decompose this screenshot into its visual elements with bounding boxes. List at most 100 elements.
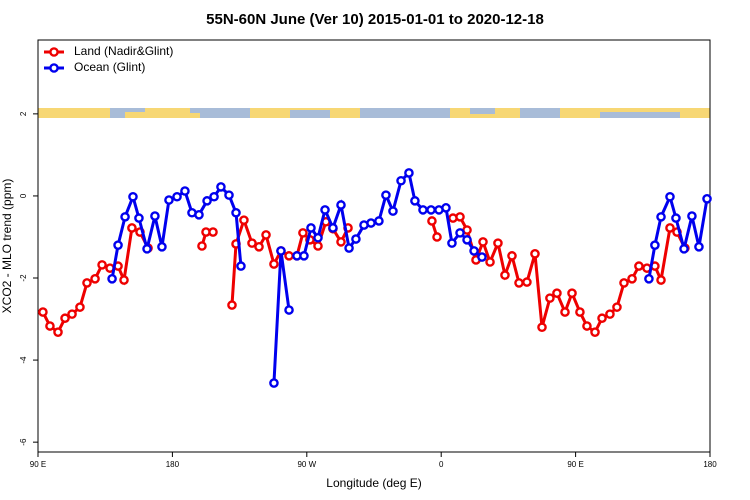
point [665,223,675,233]
point [455,212,465,222]
point [328,223,338,233]
point [514,278,524,288]
point [619,278,629,288]
y-tick-label: -2 [19,274,28,282]
point [582,321,592,331]
point [284,251,294,261]
point [197,241,207,251]
y-axis-label: XCO2 - MLO trend (ppm) [0,179,14,314]
point [231,207,241,218]
point [157,242,167,252]
point [202,196,212,206]
y-tick-label: 0 [19,193,28,198]
y-tick-label: 2 [19,111,28,116]
legend-marker [49,47,59,57]
point [694,242,704,252]
point [605,309,615,319]
point [90,274,100,284]
point [67,309,77,319]
point [142,244,152,254]
point [396,175,406,186]
point [545,293,555,303]
point [500,270,510,280]
point [247,238,257,248]
point [485,257,495,267]
point [150,211,160,221]
point [298,228,308,238]
point [127,223,137,233]
point [172,191,182,202]
point [75,302,85,312]
point [119,275,129,285]
point [597,313,607,324]
x-tick-label: 180 [166,460,180,469]
point [679,244,689,254]
point [38,307,48,317]
point [656,212,666,222]
point [404,168,414,178]
point [575,307,585,317]
point [634,261,644,271]
point [418,205,428,215]
point [388,206,398,216]
point [224,190,234,200]
point [366,218,376,228]
point [284,305,294,315]
point [427,216,437,226]
legend-label: Land (Nadir&Glint) [74,44,173,58]
point [462,235,472,245]
point [552,288,562,298]
point [299,251,309,261]
point [120,212,130,222]
point [227,300,237,310]
point [320,205,330,215]
point [53,327,63,337]
point [507,251,517,261]
point [97,260,107,270]
point [374,216,384,226]
point [530,248,540,259]
point [180,186,190,196]
point [313,241,323,251]
point [336,200,346,210]
point [276,246,286,256]
point [665,191,675,202]
x-tick-label: 180 [703,460,717,469]
point [344,243,354,253]
point [493,238,503,248]
x-tick-label: 0 [439,460,444,469]
point [432,232,442,242]
point [644,274,654,284]
y-tick-label: -6 [19,438,28,446]
legend-label: Ocean (Glint) [74,60,145,74]
point [477,252,487,262]
point [671,213,681,223]
point [627,274,637,284]
point [128,191,138,202]
point [164,195,174,205]
chart-title: 55N-60N June (Ver 10) 2015-01-01 to 2020… [206,11,544,28]
point [522,277,532,287]
legend: Land (Nadir&Glint) Ocean (Glint) [44,44,173,74]
x-axis-label: Longitude (deg E) [326,476,421,490]
x-tick-label: 90 W [297,460,316,469]
legend-marker [49,63,59,73]
point [254,242,264,252]
point [194,210,204,220]
point [381,190,391,200]
point [134,213,144,223]
point [209,191,219,202]
point [478,237,488,247]
point [410,196,420,206]
point [107,274,117,284]
point [590,327,600,337]
point [455,228,465,238]
point [537,322,547,333]
point [82,278,92,288]
point [269,378,279,388]
series-line [110,169,709,384]
point [60,313,70,324]
point [702,194,712,204]
point [216,182,226,192]
